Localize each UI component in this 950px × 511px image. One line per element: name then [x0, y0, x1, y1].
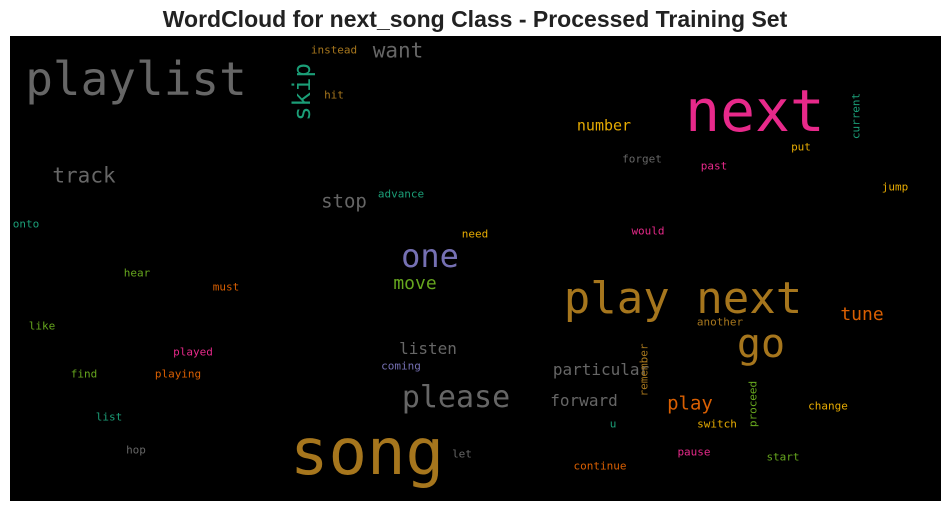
- word-advance: advance: [377, 187, 425, 201]
- word-forward: forward: [550, 391, 618, 410]
- word-let: let: [452, 447, 472, 461]
- word-list: list: [95, 410, 123, 424]
- word-please: please: [401, 380, 511, 415]
- word-would: would: [631, 224, 665, 238]
- word-skip: skip: [288, 63, 316, 121]
- word-hear: hear: [123, 266, 151, 280]
- word-change: change: [808, 399, 848, 413]
- word-go: go: [736, 321, 786, 367]
- word-current: current: [849, 92, 863, 140]
- word-coming: coming: [381, 359, 421, 373]
- word-one: one: [401, 237, 459, 275]
- word-like: like: [28, 319, 56, 333]
- word-tune: tune: [840, 304, 884, 325]
- word-playing: playing: [154, 367, 202, 381]
- word-start: start: [766, 450, 800, 464]
- word-jump: jump: [881, 180, 909, 194]
- word-listen: listen: [399, 339, 457, 358]
- word-want: want: [372, 38, 424, 63]
- word-switch: switch: [697, 417, 737, 431]
- word-put: put: [791, 140, 811, 154]
- word-need: need: [461, 227, 489, 241]
- chart-title: WordCloud for next_song Class - Processe…: [162, 6, 788, 32]
- word-forget: forget: [622, 152, 662, 166]
- word-another: another: [696, 315, 744, 329]
- word-next: next: [685, 77, 825, 145]
- word-play: play: [667, 392, 713, 415]
- word-continue: continue: [573, 459, 627, 473]
- word-pause: pause: [677, 445, 711, 459]
- word-hop: hop: [126, 443, 146, 457]
- word-stop: stop: [321, 190, 367, 213]
- word-number: number: [576, 116, 632, 135]
- word-proceed: proceed: [746, 380, 760, 428]
- word-u: u: [609, 417, 617, 431]
- wordcloud-canvas: playlist next song play next one go please skip…: [10, 36, 941, 501]
- word-remember: remember: [637, 343, 651, 397]
- word-onto: onto: [12, 217, 40, 231]
- word-find: find: [70, 367, 98, 381]
- word-particular: particular: [552, 360, 650, 379]
- word-song: song: [289, 416, 445, 490]
- word-past: past: [700, 159, 728, 173]
- word-instead: instead: [310, 43, 358, 57]
- word-must: must: [212, 280, 240, 294]
- word-play-next: play next: [563, 273, 803, 324]
- word-track: track: [52, 163, 116, 188]
- word-played: played: [173, 345, 213, 359]
- word-playlist: playlist: [25, 52, 247, 106]
- word-move: move: [393, 273, 437, 294]
- word-hit: hit: [324, 88, 344, 102]
